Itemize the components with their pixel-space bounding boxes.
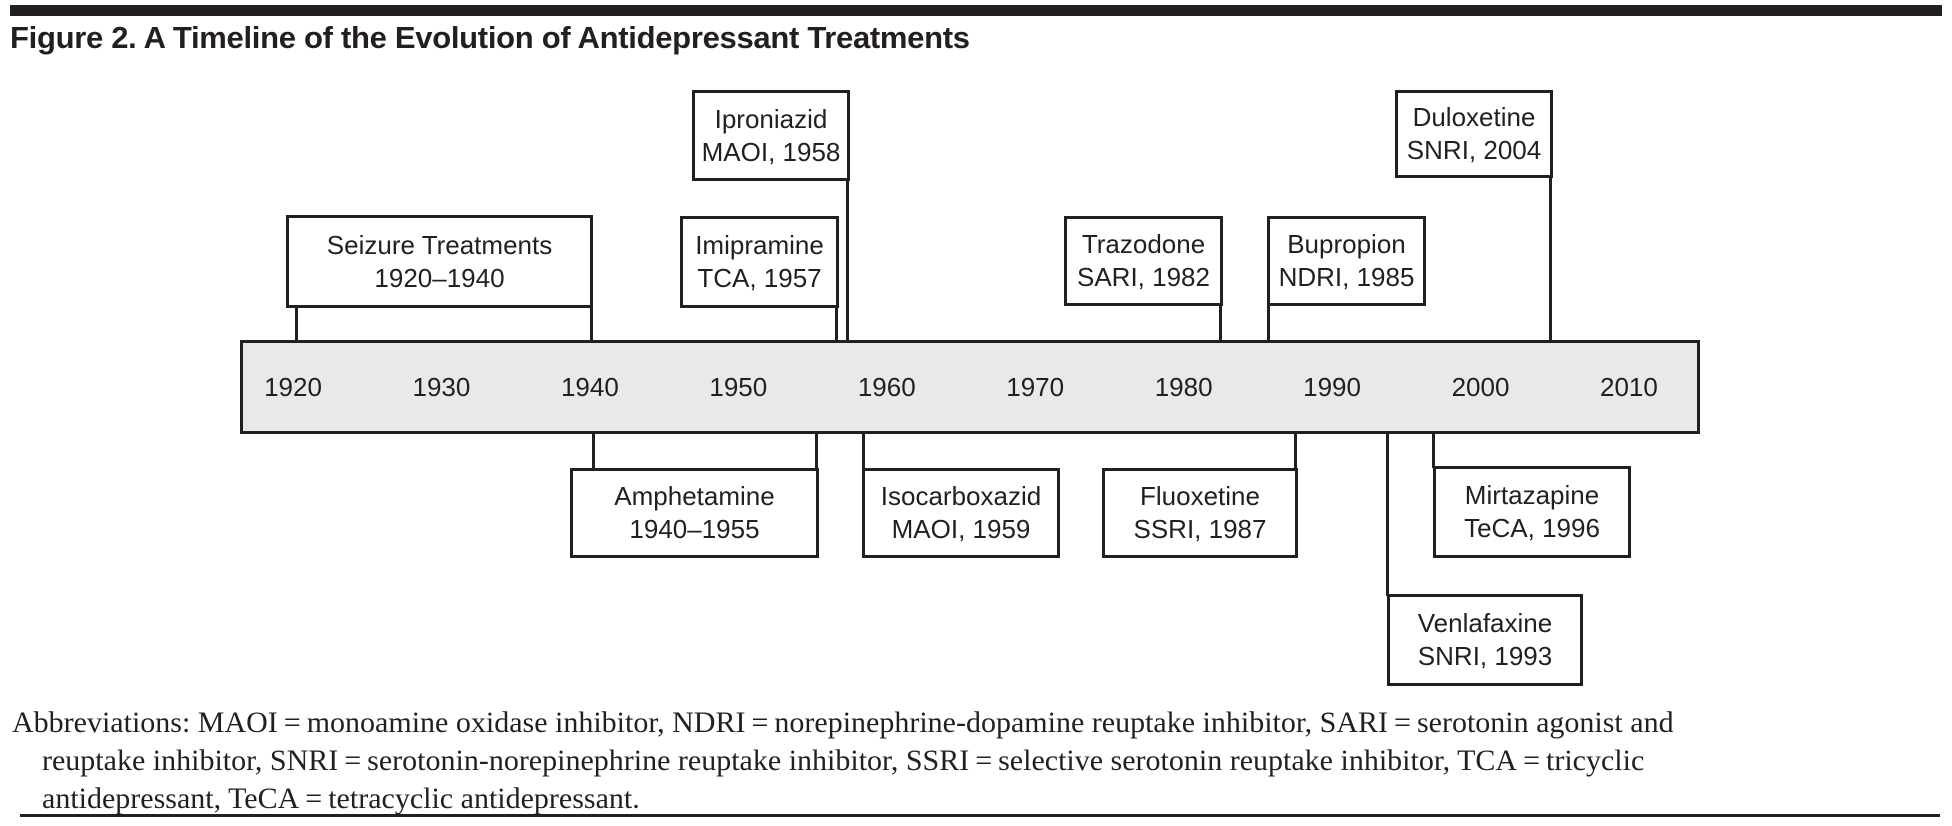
bottom-rule	[20, 814, 1940, 817]
connector-line-trazodone	[1219, 304, 1222, 343]
event-name: Fluoxetine	[1140, 481, 1260, 511]
event-detail: SARI, 1982	[1077, 262, 1210, 292]
abbreviations-line-3: antidepressant, TeCA = tetracyclic antid…	[42, 782, 640, 815]
event-name: Mirtazapine	[1464, 480, 1600, 510]
event-box-trazodone: Trazodone SARI, 1982	[1064, 216, 1223, 306]
event-name: Duloxetine	[1412, 102, 1536, 132]
connector-line-bupropion	[1267, 304, 1270, 343]
event-box-duloxetine: Duloxetine SNRI, 2004	[1395, 90, 1553, 178]
abbreviations-line-2: reuptake inhibitor, SNRI = serotonin-nor…	[42, 744, 1645, 777]
event-name: Amphetamine	[614, 481, 775, 511]
connector-line-duloxetine	[1549, 176, 1552, 343]
decade-label-1920: 1920	[264, 371, 322, 402]
event-name: Isocarboxazid	[880, 481, 1042, 511]
decade-label-1940: 1940	[560, 371, 619, 402]
event-box-fluoxetine: Fluoxetine SSRI, 1987	[1102, 468, 1298, 558]
event-detail: 1920–1940	[374, 262, 505, 293]
connector-line-amphetamine-1940	[592, 431, 595, 470]
event-box-seizure: Seizure Treatments 1920–1940	[286, 215, 593, 308]
event-detail: MAOI, 1959	[891, 514, 1031, 544]
connector-line-imipramine	[835, 306, 838, 343]
connector-line-amphetamine-1955	[815, 431, 818, 470]
decade-label-1990: 1990	[1303, 371, 1361, 402]
connector-line-venlafaxine	[1386, 431, 1389, 596]
event-name: Bupropion	[1287, 229, 1406, 259]
connector-line-iproniazid	[846, 179, 849, 343]
connector-line-mirtazapine	[1432, 431, 1435, 468]
decade-label-1960: 1960	[857, 371, 916, 402]
timeline-bar: 1920 1930 1940 1950 1960 1970 1980 1990 2000 2010	[240, 340, 1700, 434]
decade-label-2000: 2000	[1451, 371, 1510, 402]
decade-label-2010: 2010	[1600, 371, 1658, 402]
connector-line-fluoxetine	[1294, 431, 1297, 470]
event-detail: NDRI, 1985	[1278, 262, 1415, 292]
event-name: Imipramine	[695, 230, 824, 260]
connector-line-seizure-1920	[295, 306, 298, 343]
event-box-imipramine: Imipramine TCA, 1957	[680, 216, 839, 308]
event-name: Iproniazid	[714, 103, 828, 134]
top-rule	[10, 5, 1942, 16]
event-box-bupropion: Bupropion NDRI, 1985	[1267, 216, 1426, 306]
decade-label-1970: 1970	[1006, 371, 1065, 402]
event-detail: 1940–1955	[629, 514, 760, 544]
connector-line-isocarboxazid	[862, 431, 865, 470]
event-detail: SSRI, 1987	[1133, 514, 1267, 544]
event-name: Venlafaxine	[1417, 608, 1553, 638]
event-box-mirtazapine: Mirtazapine TeCA, 1996	[1433, 466, 1631, 558]
connector-line-seizure-1940	[590, 306, 593, 343]
event-detail: MAOI, 1958	[701, 136, 841, 167]
event-detail: TeCA, 1996	[1464, 513, 1600, 543]
event-box-venlafaxine: Venlafaxine SNRI, 1993	[1387, 594, 1583, 686]
event-detail: SNRI, 1993	[1417, 641, 1553, 671]
event-box-amphetamine: Amphetamine 1940–1955	[570, 468, 819, 558]
decade-label-1950: 1950	[709, 371, 768, 402]
figure-title: Figure 2. A Timeline of the Evolution of…	[10, 20, 970, 55]
decade-label-1980: 1980	[1154, 371, 1213, 402]
decade-label-1930: 1930	[412, 371, 471, 402]
event-detail: SNRI, 2004	[1406, 135, 1542, 165]
event-name: Trazodone	[1081, 229, 1206, 259]
event-name: Seizure Treatments	[326, 229, 553, 260]
event-detail: TCA, 1957	[697, 263, 822, 293]
event-box-isocarboxazid: Isocarboxazid MAOI, 1959	[862, 468, 1060, 558]
abbreviations-note: Abbreviations: MAOI = monoamine oxidase …	[12, 704, 1937, 818]
abbreviations-line-1: Abbreviations: MAOI = monoamine oxidase …	[12, 706, 1674, 739]
event-box-iproniazid: Iproniazid MAOI, 1958	[692, 90, 850, 181]
